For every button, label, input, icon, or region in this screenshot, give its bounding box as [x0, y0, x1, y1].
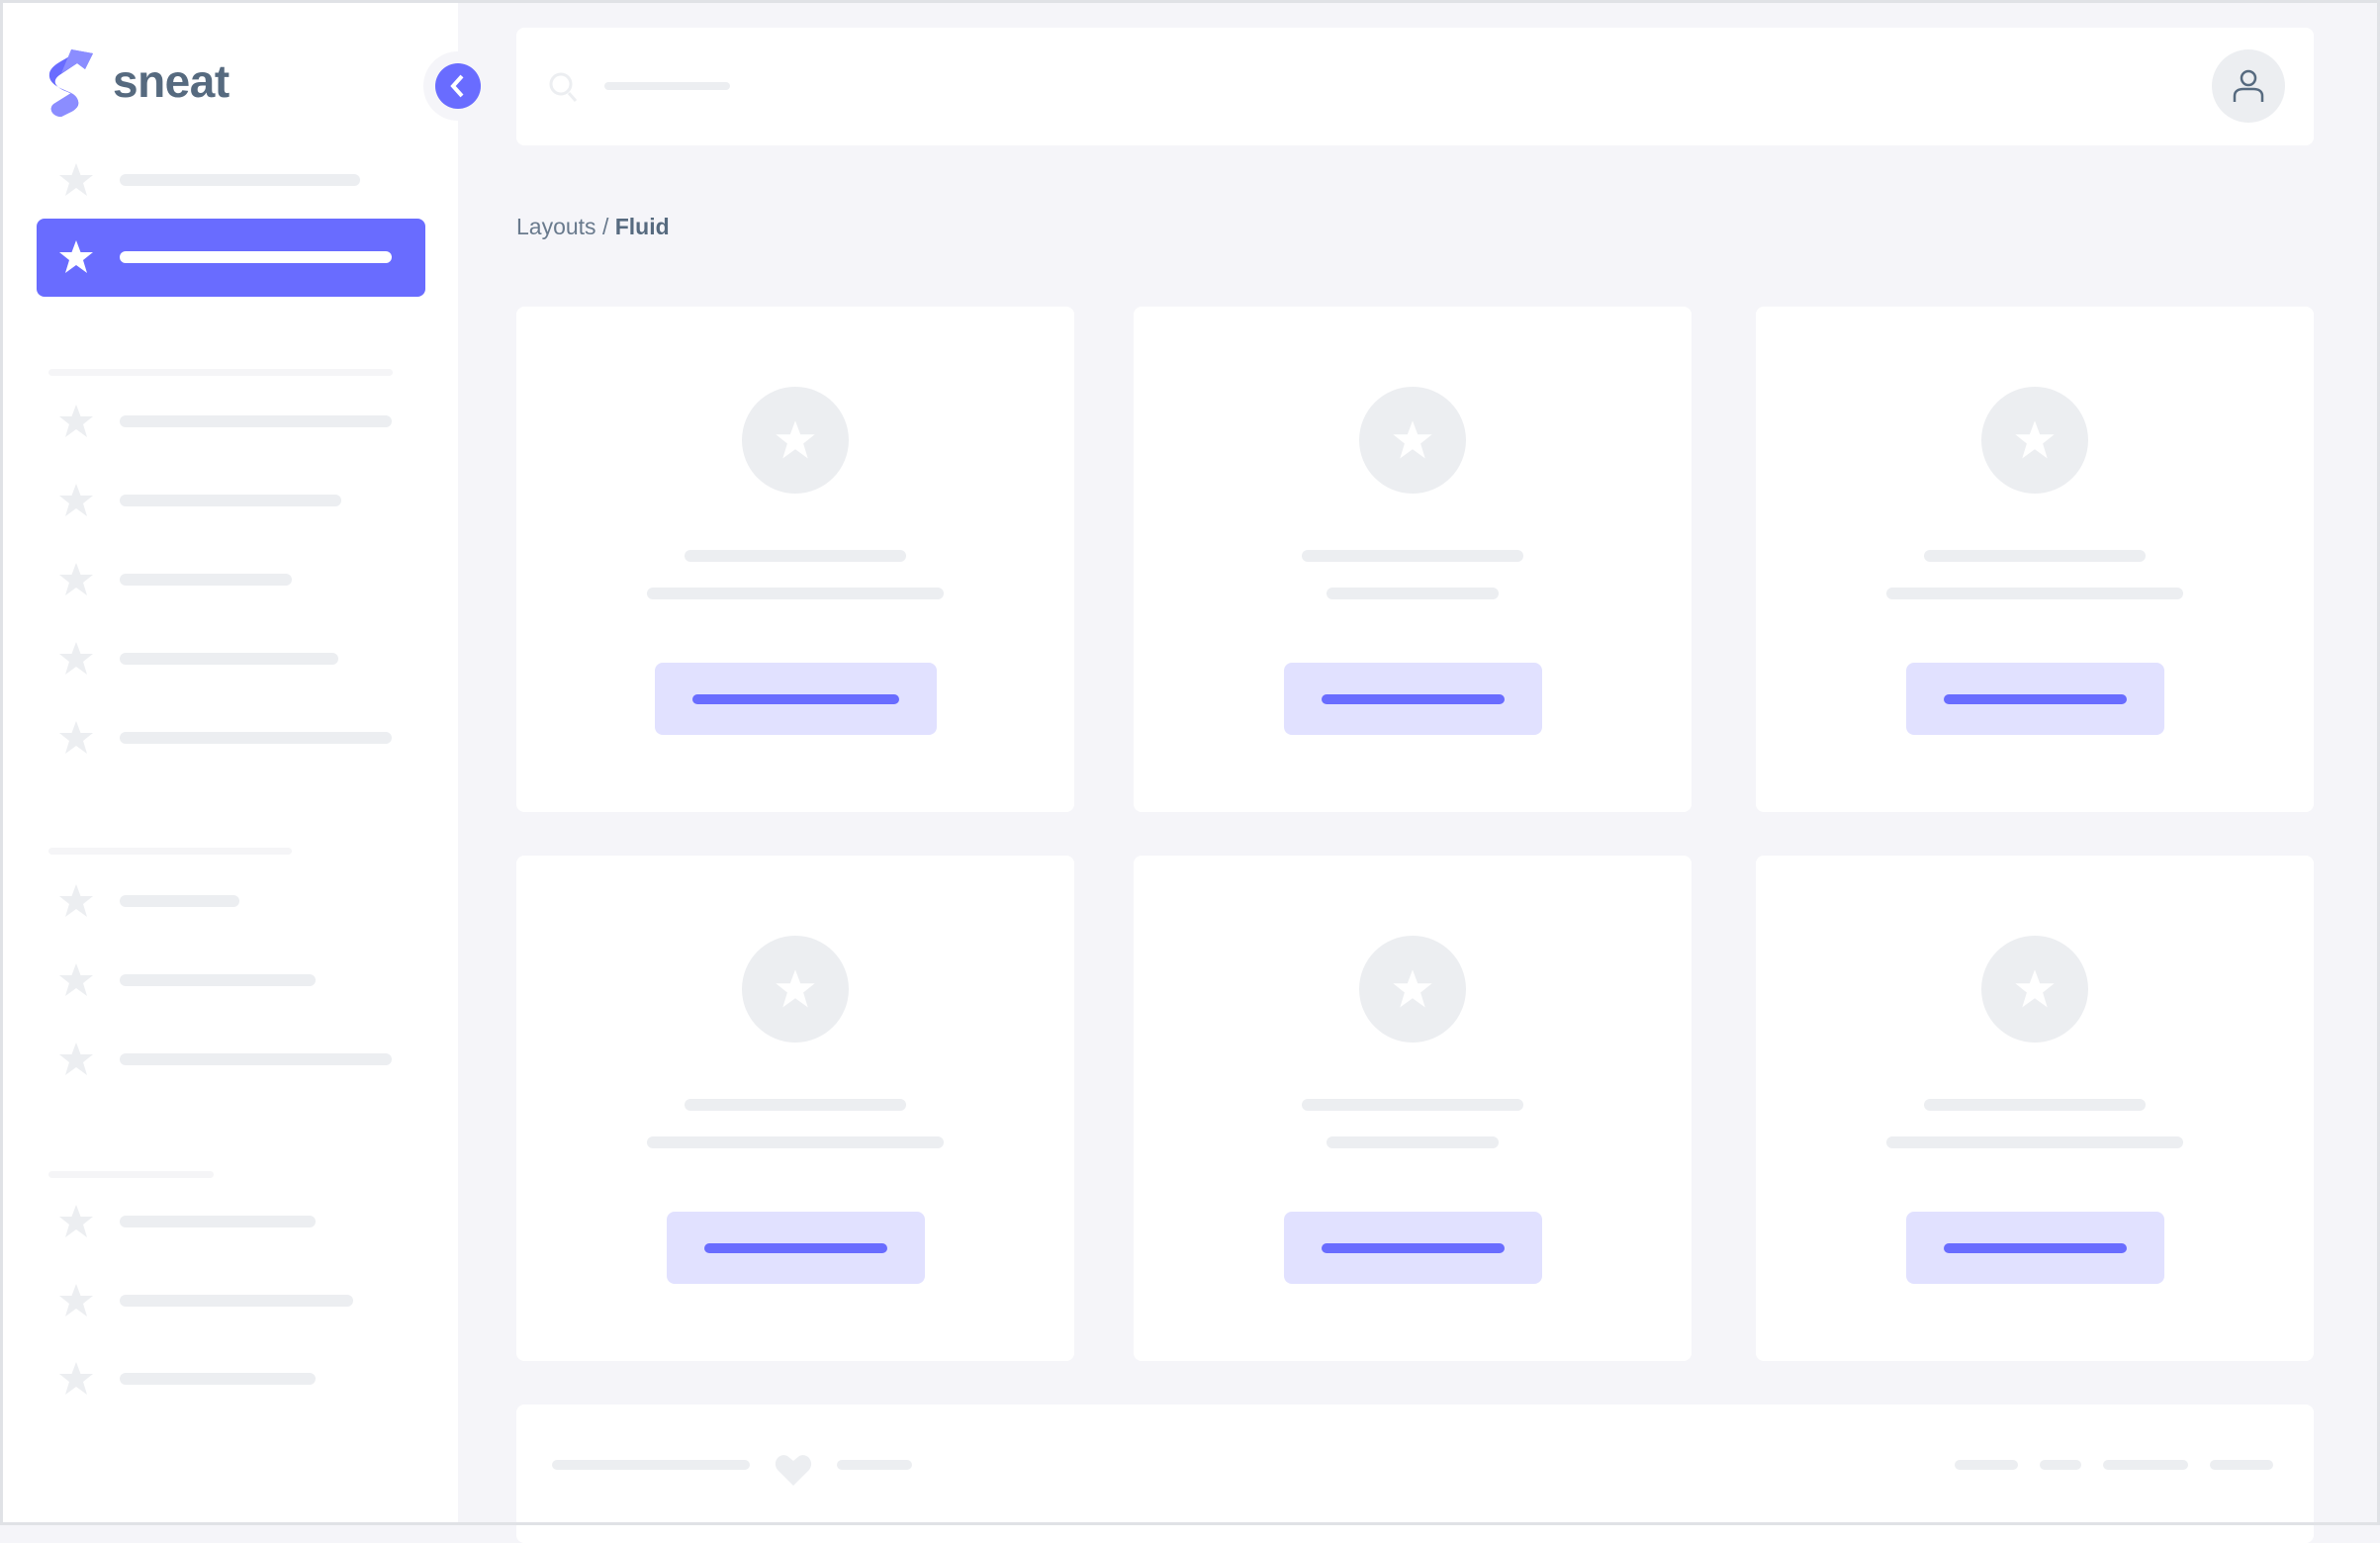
card-icon: [1359, 936, 1466, 1043]
logo-text: sneat: [113, 55, 229, 107]
sidebar-item-label: [120, 895, 239, 907]
card-icon: [742, 387, 849, 494]
card-icon: [1981, 387, 2088, 494]
card-text: [1886, 588, 2183, 599]
footer-link[interactable]: [2103, 1460, 2188, 1470]
star-icon: [59, 1284, 93, 1316]
card-text: [1327, 1136, 1499, 1148]
card-button[interactable]: [1283, 663, 1542, 735]
card-icon: [1359, 387, 1466, 494]
card: [1134, 307, 1692, 812]
sidebar-item-label: [120, 732, 392, 744]
card-text: [1886, 1136, 2183, 1148]
footer-link[interactable]: [2210, 1460, 2273, 1470]
star-icon: [2015, 420, 2055, 459]
chevron-left-icon: [450, 74, 464, 98]
sneat-logo-icon: [48, 49, 93, 117]
sidebar-section-header: [48, 848, 292, 855]
star-icon: [59, 721, 93, 754]
card-button[interactable]: [666, 1212, 925, 1284]
star-icon: [776, 969, 815, 1008]
card-icon: [742, 936, 849, 1043]
navbar: [516, 28, 2314, 145]
footer: [516, 1405, 2314, 1543]
star-icon: [59, 405, 93, 437]
card-title: [1924, 1099, 2146, 1111]
sidebar-item-label: [120, 574, 292, 586]
heart-icon: [775, 1455, 812, 1486]
sidebar-item-label: [120, 1373, 316, 1385]
card-title: [685, 1099, 906, 1111]
star-icon: [59, 484, 93, 516]
footer-text: [837, 1460, 912, 1470]
star-icon: [59, 1362, 93, 1395]
footer-text: [552, 1460, 750, 1470]
card: [1134, 856, 1692, 1361]
breadcrumb-current: Fluid: [614, 214, 670, 239]
star-icon: [1393, 969, 1432, 1008]
sidebar-section-header: [48, 1171, 214, 1178]
card-title: [1302, 1099, 1523, 1111]
card-text: [647, 588, 944, 599]
star-icon: [59, 963, 93, 996]
star-icon: [59, 642, 93, 675]
user-icon: [2233, 69, 2264, 102]
sidebar-item-label: [120, 653, 338, 665]
card: [1756, 856, 2314, 1361]
star-icon: [59, 240, 93, 273]
star-icon: [59, 563, 93, 595]
breadcrumb: Layouts / Fluid: [516, 214, 670, 240]
sidebar-item-label: [120, 1216, 316, 1227]
star-icon: [59, 884, 93, 917]
card-title: [1302, 550, 1523, 562]
card: [1756, 307, 2314, 812]
star-icon: [59, 1043, 93, 1075]
logo[interactable]: sneat: [44, 45, 229, 117]
star-icon: [59, 163, 93, 196]
card-button[interactable]: [1905, 663, 2164, 735]
sidebar-item-label: [120, 974, 316, 986]
footer-link[interactable]: [1955, 1460, 2018, 1470]
sidebar-item-label: [120, 251, 392, 263]
collapse-sidebar-button[interactable]: [423, 51, 493, 121]
search-input[interactable]: [604, 82, 730, 90]
footer-link[interactable]: [2040, 1460, 2081, 1470]
star-icon: [776, 420, 815, 459]
card-text: [1327, 588, 1499, 599]
sidebar-item-label: [120, 1053, 392, 1065]
sidebar-item-label: [120, 174, 360, 186]
card-button[interactable]: [1283, 1212, 1542, 1284]
card-text: [647, 1136, 944, 1148]
card-title: [1924, 550, 2146, 562]
sidebar-item-label: [120, 495, 341, 506]
card-button[interactable]: [654, 663, 937, 735]
user-avatar-button[interactable]: [2212, 49, 2285, 123]
breadcrumb-separator: /: [595, 214, 615, 239]
star-icon: [1393, 420, 1432, 459]
sidebar: sneat: [0, 0, 493, 1525]
card-title: [685, 550, 906, 562]
card-icon: [1981, 936, 2088, 1043]
card: [516, 856, 1074, 1361]
sidebar-item-label: [120, 415, 392, 427]
star-icon: [59, 1205, 93, 1237]
card-button[interactable]: [1905, 1212, 2164, 1284]
sidebar-section-header: [48, 369, 393, 376]
sidebar-item-label: [120, 1295, 353, 1307]
search-icon[interactable]: [548, 71, 580, 105]
breadcrumb-parent[interactable]: Layouts: [516, 214, 596, 239]
star-icon: [2015, 969, 2055, 1008]
card: [516, 307, 1074, 812]
